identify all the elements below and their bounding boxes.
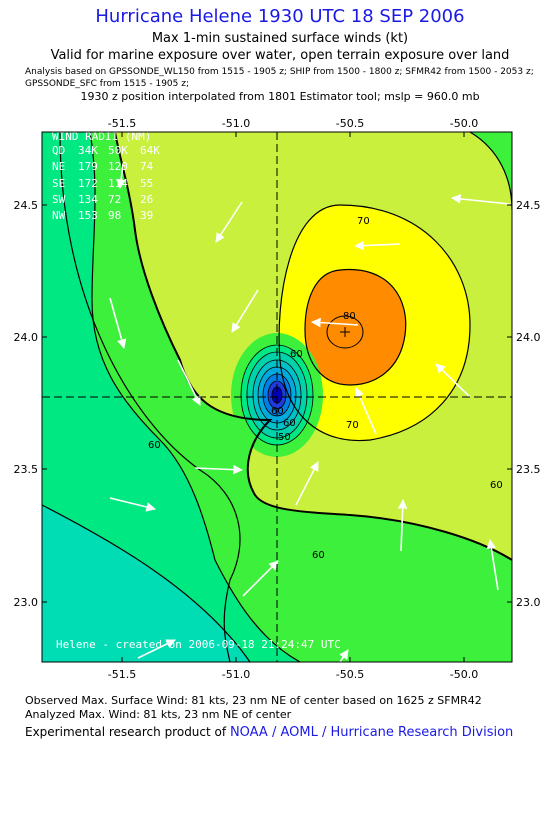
svg-text:98: 98 bbox=[108, 209, 121, 222]
svg-text:34K: 34K bbox=[78, 144, 98, 157]
x-tick-label: -51.5 bbox=[108, 668, 136, 681]
analysis-line-1: Analysis based on GPSSONDE_WL150 from 15… bbox=[25, 67, 534, 77]
observed-max-wind: Observed Max. Surface Wind: 81 kts, 23 n… bbox=[25, 694, 482, 707]
wind-radii-row: SE 172 114 55 bbox=[52, 177, 153, 190]
contour-label: 70 bbox=[357, 216, 370, 227]
fill-40kt-southwest bbox=[42, 505, 250, 662]
contour-labels: 70 80 60 60 60 70 60 60 50 60 bbox=[148, 216, 503, 561]
svg-text:72: 72 bbox=[108, 193, 121, 206]
x-tick-label: -50.0 bbox=[450, 117, 478, 130]
wind-vector bbox=[435, 363, 471, 398]
wind-vector bbox=[486, 539, 499, 591]
wind-vector bbox=[177, 359, 201, 406]
contour-label: 60 bbox=[283, 418, 296, 429]
wind-vector bbox=[451, 194, 511, 205]
wind-radii-row: NE 179 120 74 bbox=[52, 160, 154, 173]
wind-radii-table: WIND RADII (NM) QD 34K 50K 64K NE 179 12… bbox=[52, 130, 160, 222]
svg-text:QD: QD bbox=[52, 144, 65, 157]
contour-label: 60 bbox=[312, 550, 325, 561]
page-title: Hurricane Helene 1930 UTC 18 SEP 2006 bbox=[95, 6, 465, 27]
fill-90kt-core bbox=[326, 315, 364, 349]
svg-text:NW: NW bbox=[52, 209, 66, 222]
svg-text:172: 172 bbox=[78, 177, 98, 190]
validity-subtitle: Valid for marine exposure over water, op… bbox=[50, 48, 510, 63]
position-note: 1930 z position interpolated from 1801 E… bbox=[80, 90, 480, 103]
svg-text:114: 114 bbox=[108, 177, 128, 190]
contour-label: 60 bbox=[148, 440, 161, 451]
credit-prefix: Experimental research product of bbox=[25, 725, 227, 739]
svg-text:179: 179 bbox=[78, 160, 98, 173]
x-tick-label: -50.5 bbox=[336, 117, 364, 130]
wind-vector bbox=[339, 649, 349, 663]
crosshair bbox=[42, 132, 512, 662]
svg-text:26: 26 bbox=[140, 193, 153, 206]
x-tick-label: -50.0 bbox=[450, 668, 478, 681]
wind-vectors bbox=[109, 164, 511, 663]
svg-text:74: 74 bbox=[140, 160, 154, 173]
wind-vector bbox=[116, 164, 126, 189]
center-marker bbox=[340, 327, 350, 337]
y-tick-label: 24.0 bbox=[516, 331, 541, 344]
wind-vector bbox=[137, 639, 176, 659]
analysis-line-2: GPSSONDE_SFC from 1515 - 1905 z; bbox=[25, 79, 189, 89]
creation-credit: Helene - created on 2006-09-18 21:24:47 … bbox=[56, 638, 341, 651]
hrd-link[interactable]: NOAA / AOML / Hurricane Research Divisio… bbox=[229, 725, 514, 740]
credit-line: Experimental research product of NOAA / … bbox=[25, 725, 513, 740]
svg-text:39: 39 bbox=[140, 209, 153, 222]
contour-label: 50 bbox=[278, 432, 291, 443]
wind-vector bbox=[109, 497, 156, 512]
y-tick-labels-right: 24.5 24.0 23.5 23.0 bbox=[516, 199, 541, 609]
svg-text:SE: SE bbox=[52, 177, 65, 190]
x-tick-labels-top: -51.5 -51.0 -50.5 -50.0 bbox=[108, 117, 478, 130]
fill-90kt bbox=[305, 269, 406, 385]
y-tick-label: 23.5 bbox=[14, 463, 39, 476]
wind-vector bbox=[109, 297, 127, 349]
svg-text:SW: SW bbox=[52, 193, 66, 206]
y-tick-label: 23.0 bbox=[516, 596, 541, 609]
wind-vector bbox=[194, 464, 243, 475]
contour-label: 70 bbox=[346, 420, 359, 431]
y-tick-label: 23.0 bbox=[14, 596, 39, 609]
svg-text:64K: 64K bbox=[140, 144, 160, 157]
contour-label: 60 bbox=[490, 480, 503, 491]
svg-text:50K: 50K bbox=[108, 144, 128, 157]
svg-text:55: 55 bbox=[140, 177, 153, 190]
wind-vector bbox=[397, 499, 408, 552]
x-tick-label: -50.5 bbox=[336, 668, 364, 681]
plot-frame bbox=[41, 131, 513, 663]
svg-text:134: 134 bbox=[78, 193, 98, 206]
svg-text:153: 153 bbox=[78, 209, 98, 222]
contour-label: 60 bbox=[271, 406, 284, 417]
wind-radii-row: SW 134 72 26 bbox=[52, 193, 153, 206]
product-subtitle: Max 1-min sustained surface winds (kt) bbox=[151, 31, 409, 46]
svg-text:NE: NE bbox=[52, 160, 65, 173]
wind-vector bbox=[354, 240, 401, 251]
wind-radii-heading: WIND RADII (NM) bbox=[52, 130, 151, 143]
y-tick-label: 24.5 bbox=[14, 199, 39, 212]
y-tick-labels-left: 24.5 24.0 23.5 23.0 bbox=[14, 199, 39, 609]
analysis-sources: Analysis based on GPSSONDE_WL150 from 15… bbox=[25, 66, 555, 90]
y-tick-label: 23.5 bbox=[516, 463, 541, 476]
y-tick-label: 24.5 bbox=[516, 199, 541, 212]
x-tick-label: -51.0 bbox=[222, 668, 250, 681]
x-tick-labels-bottom: -51.5 -51.0 -50.5 -50.0 bbox=[108, 668, 478, 681]
wind-vector bbox=[231, 289, 259, 333]
analyzed-max-wind: Analyzed Max. Wind: 81 kts, 23 nm NE of … bbox=[25, 708, 292, 721]
wind-vector bbox=[355, 387, 377, 435]
contour-label: 60 bbox=[290, 349, 303, 360]
wind-radii-row: NW 153 98 39 bbox=[52, 209, 153, 222]
svg-text:120: 120 bbox=[108, 160, 128, 173]
contour-lines bbox=[42, 132, 512, 662]
wind-vector bbox=[215, 201, 243, 243]
wind-vector bbox=[311, 317, 359, 328]
axis-ticks bbox=[42, 132, 512, 662]
wind-vector bbox=[295, 461, 319, 506]
x-tick-label: -51.0 bbox=[222, 117, 250, 130]
wind-radii-row: QD 34K 50K 64K bbox=[52, 144, 160, 157]
y-tick-label: 24.0 bbox=[14, 331, 39, 344]
contour-label: 80 bbox=[343, 311, 356, 322]
x-tick-label: -51.5 bbox=[108, 117, 136, 130]
wind-vector bbox=[242, 560, 279, 597]
